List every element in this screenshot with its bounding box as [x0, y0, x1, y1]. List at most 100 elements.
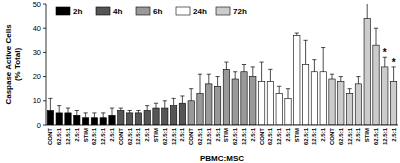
error-cap: [145, 105, 149, 106]
error-cap: [374, 28, 378, 29]
error-stem: [138, 110, 139, 112]
x-tick-label: 12.5:1: [206, 127, 212, 145]
error-bar: [48, 98, 52, 110]
error-cap: [224, 62, 228, 63]
error-bar: [110, 108, 114, 115]
bar: [100, 118, 106, 125]
y-tick-label: 30: [33, 48, 41, 57]
x-tick-label: STIM: [223, 128, 229, 142]
bar: [311, 72, 317, 125]
x-tick-label: CONT: [188, 128, 194, 145]
y-tick: [43, 125, 46, 126]
error-stem: [200, 74, 201, 93]
bar: [135, 113, 141, 125]
x-tick-label: STIM: [153, 128, 159, 142]
error-bar: [207, 74, 211, 84]
error-bar: [163, 101, 167, 108]
error-cap: [66, 108, 70, 109]
error-stem: [226, 62, 227, 69]
x-tick-label: 62.5:1: [91, 127, 97, 145]
x-tick-label: STIM: [294, 128, 300, 142]
y-tick-label: 0: [37, 121, 41, 130]
x-tick-label: 12.5:1: [311, 127, 317, 145]
bar: [91, 118, 97, 125]
error-cap: [339, 76, 343, 77]
error-bar: [57, 106, 61, 113]
bar: [162, 108, 168, 125]
error-stem: [94, 113, 95, 118]
x-tick-label: 2.5:1: [74, 127, 80, 141]
bar: [250, 77, 256, 125]
error-stem: [112, 108, 113, 115]
bar: [65, 113, 71, 125]
x-tick-label: 12.5:1: [100, 127, 106, 145]
error-cap: [136, 110, 140, 111]
error-cap: [83, 112, 87, 113]
bar: [276, 94, 282, 125]
error-stem: [182, 96, 183, 103]
bar: [74, 115, 80, 125]
error-bar: [119, 108, 123, 110]
x-axis-label: PBMC:MSC: [200, 154, 244, 163]
error-bar: [251, 67, 255, 77]
error-cap: [57, 105, 61, 106]
bar: [109, 115, 115, 125]
bars: [47, 4, 397, 125]
error-stem: [305, 40, 306, 64]
bar: [126, 113, 132, 125]
error-cap: [198, 74, 202, 75]
x-tick-label: CONT: [118, 128, 124, 145]
error-cap: [268, 69, 272, 70]
error-bar: [92, 113, 96, 118]
error-cap: [295, 33, 299, 34]
error-bar: [312, 60, 316, 72]
y-axis-label: Caspase Active Cells(% Total): [4, 24, 22, 105]
x-tick-label: 62.5:1: [127, 127, 133, 145]
error-stem: [340, 77, 341, 82]
bar: [355, 84, 361, 125]
error-stem: [376, 28, 377, 45]
y-tick: [43, 4, 46, 5]
bar: [82, 118, 88, 125]
error-stem: [217, 77, 218, 87]
error-bar: [136, 110, 140, 112]
legend-label: 72h: [233, 7, 247, 16]
error-stem: [208, 74, 209, 84]
bar: [258, 81, 264, 125]
chart: **01020304050CONT62.5:112.5:12.5:1STIM62…: [0, 0, 400, 163]
x-tick-label: 62.5:1: [56, 127, 62, 145]
error-cap: [356, 76, 360, 77]
error-stem: [120, 108, 121, 110]
bar: [329, 79, 335, 125]
error-stem: [393, 67, 394, 82]
x-tick-label: 12.5:1: [382, 127, 388, 145]
x-tick-label: 2.5:1: [179, 127, 185, 141]
x-tick-label: 12.5:1: [347, 127, 353, 145]
x-tick-label: STIM: [364, 128, 370, 142]
bar: [382, 67, 388, 125]
bar: [47, 110, 53, 125]
legend-swatch: [176, 7, 190, 15]
error-bar: [224, 62, 228, 69]
bar: [197, 94, 203, 125]
error-bar: [180, 96, 184, 103]
y-tick: [43, 100, 46, 101]
error-cap: [48, 98, 52, 99]
bar: [267, 81, 273, 125]
error-stem: [191, 89, 192, 101]
bar: [214, 86, 220, 125]
error-cap: [233, 71, 237, 72]
error-stem: [323, 48, 324, 72]
error-cap: [119, 108, 123, 109]
bar: [153, 108, 159, 125]
bar: [241, 72, 247, 125]
error-bar: [101, 113, 105, 118]
error-cap: [110, 108, 114, 109]
bar: [223, 69, 229, 125]
x-tick-label: 62.5:1: [232, 127, 238, 145]
error-cap: [180, 95, 184, 96]
y-tick: [43, 52, 46, 53]
error-bar: [171, 98, 175, 105]
error-stem: [235, 72, 236, 79]
x-tick-label: 2.5:1: [320, 127, 326, 141]
